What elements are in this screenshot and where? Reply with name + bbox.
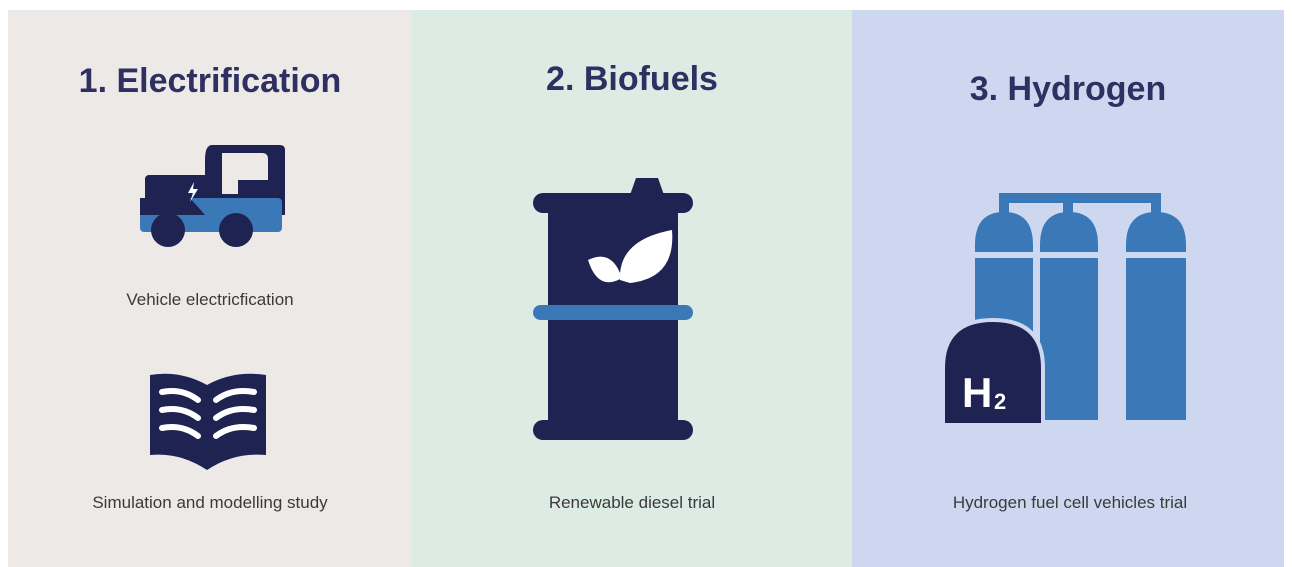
icon-subscript: 2	[994, 389, 1006, 414]
item-label: Renewable diesel trial	[549, 493, 715, 512]
panel-title: 1. Electrification	[79, 62, 342, 100]
panel-title: 2. Biofuels	[546, 60, 718, 98]
hydrogen-icon: H 2	[941, 193, 1190, 427]
book-icon	[150, 373, 266, 470]
barrel-icon	[533, 178, 693, 440]
item-label: Simulation and modelling study	[92, 493, 328, 512]
item-label: Hydrogen fuel cell vehicles trial	[953, 493, 1187, 512]
icon-text: H	[962, 369, 992, 416]
panel-electrification	[8, 10, 412, 567]
panel-title: 3. Hydrogen	[970, 70, 1166, 108]
item-label: Vehicle electricfication	[126, 290, 293, 309]
truck-icon	[140, 145, 285, 247]
